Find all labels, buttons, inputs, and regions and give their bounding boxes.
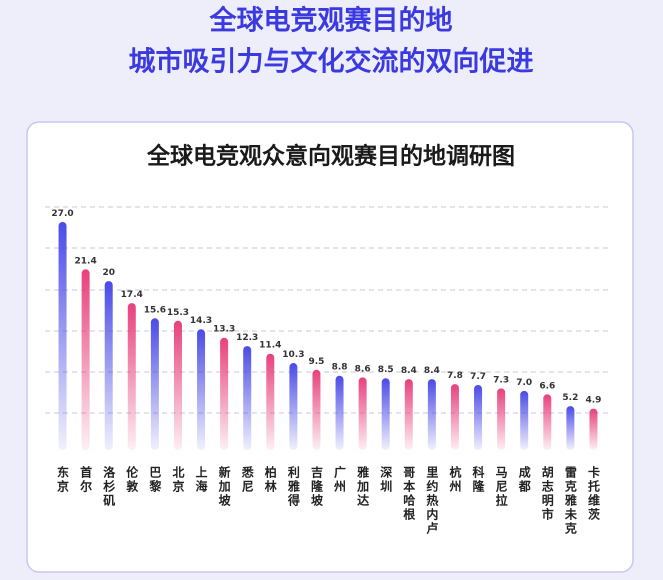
x-tick-label: 巴黎 [148,466,162,494]
x-tick-label: 哥本哈根 [402,466,416,522]
value-label: 7.3 [493,375,509,385]
value-label: 6.6 [539,381,555,391]
bar [220,337,229,450]
chart-title: 全球电竞观众意向观赛目的地调研图 [146,143,515,170]
bar [589,408,598,450]
x-tick-label: 里约热内卢 [425,465,439,536]
card [26,121,634,573]
decor-grid [45,206,612,414]
x-tick-label: 洛杉矶 [102,465,116,508]
bar [266,353,275,450]
value-label: 14.3 [190,316,212,326]
x-tick-label: 雷克雅未克 [563,466,577,536]
bar [497,388,506,450]
bar [127,303,136,450]
x-tick-label: 首尔 [79,465,93,494]
bar [104,281,113,450]
x-tick-label: 东京 [56,465,70,494]
headline: 全球电竞观赛目的地 [209,5,453,37]
bar [381,378,390,450]
value-label: 12.3 [236,333,258,343]
value-label: 4.9 [585,396,601,406]
value-label: 7.7 [470,372,486,382]
bar [81,269,90,450]
value-label: 8.5 [378,365,394,375]
value-label: 11.4 [259,341,281,351]
x-tick-label: 成都 [517,465,531,494]
bar [173,320,182,450]
x-tick-label: 北京 [171,465,185,494]
bar [427,379,436,450]
value-label: 15.3 [167,308,189,318]
value-label: 17.4 [121,290,143,300]
value-label: 8.8 [332,363,348,373]
value-label: 13.3 [213,325,235,335]
bar [58,222,67,450]
value-label: 9.5 [308,357,324,367]
x-tick-label: 广州 [333,465,347,494]
value-label: 27.0 [51,209,73,219]
value-label: 10.3 [282,350,304,360]
x-tick-label: 利雅得 [286,465,300,508]
bar [520,390,529,450]
bar [358,377,367,450]
x-tick-label: 柏林 [263,465,277,494]
bar [289,363,298,450]
x-tick-label: 科隆 [471,465,485,494]
bar [450,384,459,450]
bar [312,369,321,450]
x-tick-label: 上海 [194,465,208,494]
bar [474,384,483,450]
bar [335,375,344,450]
x-tick-label: 悉尼 [240,465,254,494]
value-label: 7.0 [516,378,532,388]
value-label: 5.2 [562,393,578,403]
value-label: 15.6 [144,305,166,315]
x-tick-label: 卡托维茨 [586,465,600,522]
x-tick-label: 吉隆坡 [309,465,323,508]
x-tick-label: 深圳 [379,465,393,494]
x-tick-label: 雅加达 [356,465,370,508]
bar [543,394,552,450]
x-tick-label: 伦敦 [125,465,139,494]
subheadline: 城市吸引力与文化交流的双向促进 [129,46,534,78]
bar [243,346,252,450]
value-label: 20 [102,268,115,278]
bar [150,318,159,450]
value-label: 8.6 [355,364,371,374]
value-label: 8.4 [401,366,417,376]
value-label: 7.8 [447,371,463,381]
bar [566,406,575,450]
value-label: 8.4 [424,366,440,376]
x-tick-label: 新加坡 [217,465,231,508]
x-tick-label: 马尼拉 [494,466,508,508]
value-label: 21.4 [75,256,97,266]
x-tick-label: 杭州 [448,465,462,494]
bar [404,379,413,450]
bar [197,329,206,450]
x-tick-label: 胡志明市 [540,465,554,522]
